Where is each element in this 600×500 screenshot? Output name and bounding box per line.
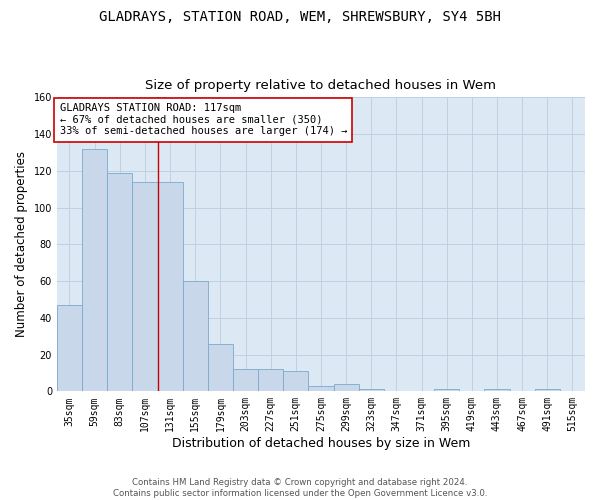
X-axis label: Distribution of detached houses by size in Wem: Distribution of detached houses by size …: [172, 437, 470, 450]
Bar: [334, 384, 359, 392]
Bar: [57, 305, 82, 392]
Bar: [107, 172, 133, 392]
Bar: [434, 390, 459, 392]
Bar: [82, 149, 107, 392]
Bar: [535, 390, 560, 392]
Text: GLADRAYS STATION ROAD: 117sqm
← 67% of detached houses are smaller (350)
33% of : GLADRAYS STATION ROAD: 117sqm ← 67% of d…: [59, 103, 347, 136]
Bar: [233, 370, 258, 392]
Bar: [258, 370, 283, 392]
Bar: [158, 182, 182, 392]
Text: Contains HM Land Registry data © Crown copyright and database right 2024.
Contai: Contains HM Land Registry data © Crown c…: [113, 478, 487, 498]
Bar: [182, 281, 208, 392]
Bar: [283, 371, 308, 392]
Bar: [133, 182, 158, 392]
Title: Size of property relative to detached houses in Wem: Size of property relative to detached ho…: [145, 79, 496, 92]
Bar: [208, 344, 233, 392]
Bar: [359, 390, 384, 392]
Text: GLADRAYS, STATION ROAD, WEM, SHREWSBURY, SY4 5BH: GLADRAYS, STATION ROAD, WEM, SHREWSBURY,…: [99, 10, 501, 24]
Bar: [308, 386, 334, 392]
Y-axis label: Number of detached properties: Number of detached properties: [15, 152, 28, 338]
Bar: [484, 390, 509, 392]
